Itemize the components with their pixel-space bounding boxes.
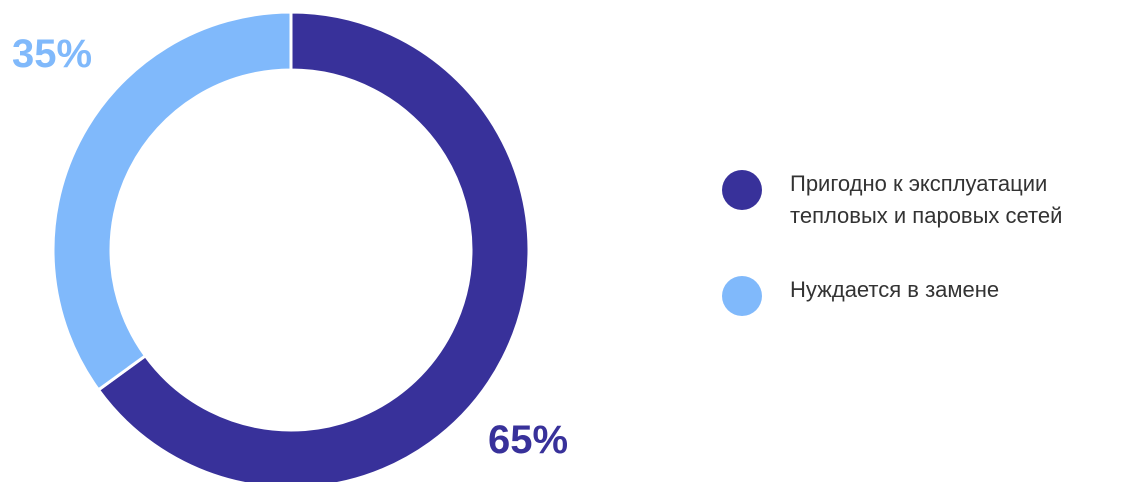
slice-label-usable: 65% [488, 418, 569, 462]
donut-slice-needs-replacement [51, 10, 293, 392]
slice-label-needs-replacement: 35% [12, 32, 93, 76]
legend-marker-icon [722, 170, 762, 210]
legend: Пригодно к эксплуатации тепловых и паров… [722, 168, 1062, 316]
donut-slice-usable [96, 10, 531, 482]
legend-marker-icon [722, 276, 762, 316]
legend-item-needs-replacement: Нуждается в замене [722, 274, 1062, 316]
legend-item-usable: Пригодно к эксплуатации тепловых и паров… [722, 168, 1062, 232]
donut-chart [51, 10, 531, 482]
legend-label: Нуждается в замене [790, 277, 1000, 302]
legend-label: Пригодно к эксплуатации тепловых и паров… [790, 171, 1063, 228]
